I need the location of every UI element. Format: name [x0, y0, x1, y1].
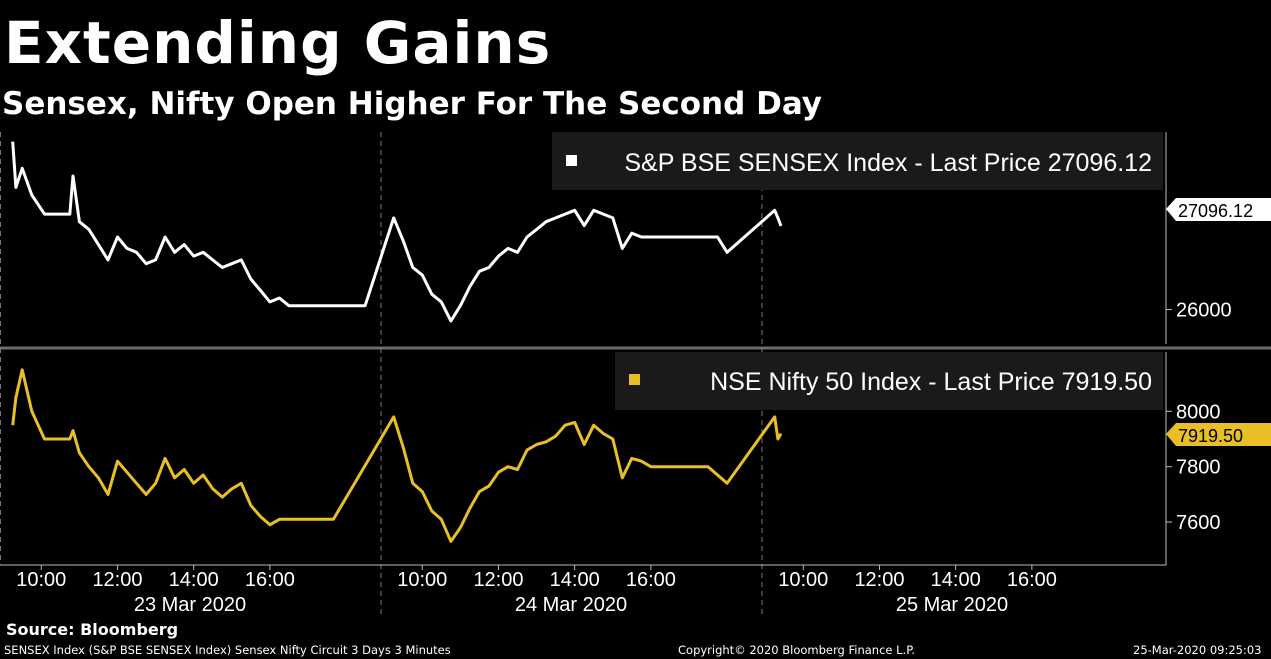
y-tick-label: 8000	[1176, 401, 1221, 423]
y-tick-label: 26000	[1176, 299, 1232, 321]
x-tick-label: 10:00	[778, 569, 828, 591]
y-tick-label: 7800	[1176, 457, 1221, 479]
x-day-label: 24 Mar 2020	[515, 594, 627, 616]
chart-title: Extending Gains	[4, 9, 552, 77]
footer-timestamp: 25-Mar-2020 09:25:03	[1133, 643, 1262, 657]
chart-subtitle: Sensex, Nifty Open Higher For The Second…	[2, 86, 823, 122]
nifty-last-price-flag: 7919.50	[1166, 423, 1271, 446]
nifty-legend-text: NSE Nifty 50 Index - Last Price 7919.50	[710, 368, 1152, 396]
sensex-last-price-flag: 27096.12	[1166, 198, 1271, 221]
nifty-legend-swatch	[629, 374, 640, 385]
footer-copyright: Copyright© 2020 Bloomberg Finance L.P.	[678, 643, 915, 657]
x-tick-label: 16:00	[626, 569, 676, 591]
sensex-line	[11, 141, 783, 323]
sensex-legend-swatch	[566, 155, 577, 166]
x-tick-label: 12:00	[473, 569, 523, 591]
source-note: Source: Bloomberg	[6, 620, 179, 639]
nifty-last-price: 7919.50	[1178, 426, 1243, 446]
y-tick-label: 7600	[1176, 512, 1221, 534]
x-tick-label: 16:00	[1007, 569, 1057, 591]
x-day-label: 25 Mar 2020	[896, 594, 1008, 616]
x-tick-label: 16:00	[245, 569, 295, 591]
sensex-legend: S&P BSE SENSEX Index - Last Price 27096.…	[552, 132, 1163, 190]
sensex-legend-text: S&P BSE SENSEX Index - Last Price 27096.…	[624, 149, 1152, 177]
x-tick-label: 10:00	[16, 569, 66, 591]
x-tick-label: 14:00	[550, 569, 600, 591]
x-tick-label: 12:00	[854, 569, 904, 591]
x-tick-label: 10:00	[397, 569, 447, 591]
x-tick-label: 14:00	[931, 569, 981, 591]
footer-description: SENSEX Index (S&P BSE SENSEX Index) Sens…	[4, 643, 451, 657]
nifty-legend: NSE Nifty 50 Index - Last Price 7919.50	[615, 352, 1163, 410]
x-day-label: 23 Mar 2020	[134, 594, 246, 616]
x-tick-label: 14:00	[169, 569, 219, 591]
nifty-line	[11, 368, 783, 543]
x-tick-label: 12:00	[92, 569, 142, 591]
sensex-last-price: 27096.12	[1178, 201, 1253, 221]
